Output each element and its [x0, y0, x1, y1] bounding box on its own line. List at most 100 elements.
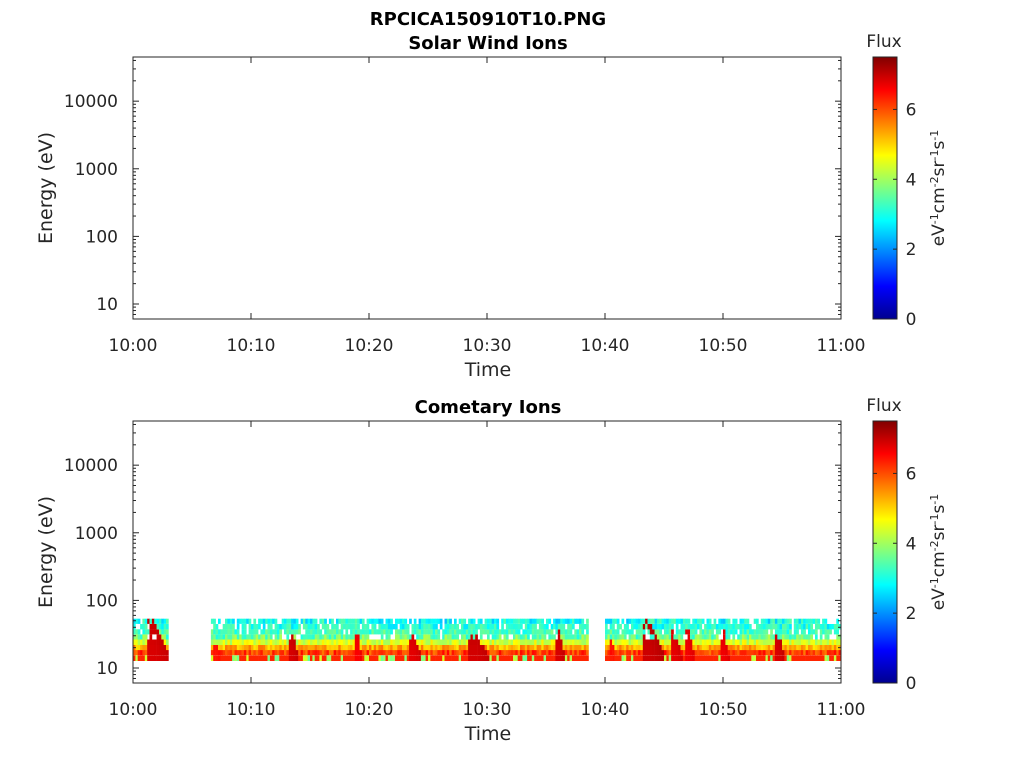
spectrogram-cell	[310, 650, 313, 656]
spectrogram-cell	[508, 645, 511, 651]
spectrogram-cell	[793, 629, 797, 635]
spectrogram-cell	[357, 618, 360, 624]
spectrogram-cell	[430, 645, 434, 651]
spectrogram-cell	[664, 618, 667, 624]
spectrogram-cell	[664, 639, 667, 645]
spectrogram-cell	[793, 645, 797, 651]
spectrogram-cell	[319, 634, 323, 640]
spectrogram-cell	[423, 634, 426, 640]
y-tick-label: 10000	[64, 456, 118, 476]
spectrogram-cell	[739, 639, 743, 645]
spectrogram-cell	[522, 655, 526, 661]
spectrogram-cell	[347, 618, 351, 624]
spectrogram-cell	[690, 655, 693, 661]
spectrogram-cell	[635, 645, 639, 651]
spectrogram-cell	[420, 655, 424, 661]
spectrogram-cell	[576, 618, 580, 624]
spectrogram-cell	[225, 650, 228, 656]
spectrogram-cell	[295, 624, 299, 630]
spectrogram-cell	[727, 645, 731, 651]
spectrogram-cell	[541, 655, 544, 661]
spectrogram-cell	[560, 650, 563, 656]
spectrogram-cell	[343, 624, 346, 630]
spectrogram-cell	[352, 618, 356, 624]
spectrogram-cell	[631, 629, 634, 635]
spectrogram-cell	[810, 618, 813, 624]
spectrogram-cell	[501, 618, 504, 624]
spectrogram-cell	[385, 639, 389, 645]
spectrogram-cell	[572, 645, 575, 651]
spectrogram-cell	[671, 650, 674, 656]
spectrogram-cell	[796, 650, 799, 656]
spectrogram-cell	[437, 634, 441, 640]
spectrogram-cell	[668, 645, 672, 651]
spectrogram-cell	[569, 655, 573, 661]
spectrogram-cell	[347, 634, 351, 640]
spectrogram-cell	[631, 650, 634, 656]
spectrogram-cell	[484, 629, 488, 635]
spectrogram-cell	[144, 655, 148, 661]
spectrogram-cell	[508, 639, 511, 645]
spectrogram-cell	[147, 650, 150, 656]
spectrogram-cell	[758, 624, 762, 630]
spectrogram-cell	[383, 650, 386, 656]
spectrogram-cell	[347, 655, 351, 661]
spectrogram-cell	[269, 639, 273, 645]
spectrogram-cell	[220, 629, 223, 635]
spectrogram-cell	[430, 624, 434, 630]
spectrogram-cell	[753, 634, 757, 640]
spectrogram-cell	[692, 629, 695, 635]
spectrogram-cell	[692, 618, 695, 624]
spectrogram-cell	[144, 650, 148, 656]
spectrogram-cell	[581, 645, 585, 651]
spectrogram-cell	[810, 624, 813, 630]
spectrogram-cell	[685, 629, 688, 635]
spectrogram-cell	[215, 624, 219, 630]
spectrogram-cell	[831, 639, 835, 645]
spectrogram-cell	[767, 624, 771, 630]
spectrogram-cell	[836, 618, 839, 624]
spectrogram-cell	[286, 655, 290, 661]
spectrogram-cell	[555, 629, 559, 635]
spectrogram-cell	[253, 624, 257, 630]
spectrogram-cell	[715, 650, 719, 656]
spectrogram-cell	[255, 650, 259, 656]
spectrogram-cell	[772, 639, 776, 645]
spectrogram-cell	[704, 639, 707, 645]
spectrogram-cell	[501, 650, 504, 656]
spectrogram-cell	[803, 650, 806, 656]
spectrogram-cell	[654, 629, 658, 635]
spectrogram-cell	[779, 650, 783, 656]
spectrogram-cell	[628, 629, 632, 635]
spectrogram-cell	[756, 624, 759, 630]
spectrogram-cell	[760, 624, 764, 630]
spectrogram-cell	[631, 655, 634, 661]
spectrogram-cell	[671, 639, 674, 645]
spectrogram-cell	[661, 618, 665, 624]
spectrogram-cell	[661, 634, 665, 640]
spectrogram-cell	[633, 650, 636, 656]
spectrogram-cell	[406, 634, 410, 640]
colorbar-tick-label: 6	[906, 100, 917, 120]
spectrogram-cell	[838, 639, 842, 645]
spectrogram-cell	[635, 624, 639, 630]
spectrogram-cell	[279, 645, 282, 651]
spectrogram-cell	[732, 634, 736, 640]
spectrogram-cell	[310, 618, 313, 624]
spectrogram-cell	[586, 629, 589, 635]
spectrogram-cell	[345, 639, 349, 645]
spectrogram-cell	[789, 634, 792, 640]
colorbar-tick-label: 0	[906, 310, 917, 330]
spectrogram-cell	[612, 639, 615, 645]
spectrogram-cell	[328, 634, 332, 640]
spectrogram-cell	[451, 624, 455, 630]
spectrogram-cell	[800, 645, 804, 651]
spectrogram-cell	[805, 634, 809, 640]
spectrogram-cell	[293, 629, 297, 635]
spectrogram-cell	[675, 645, 679, 651]
spectrogram-cell	[746, 650, 750, 656]
spectrogram-cell	[477, 645, 481, 651]
spectrogram-cell	[706, 639, 710, 645]
spectrogram-cell	[432, 618, 436, 624]
